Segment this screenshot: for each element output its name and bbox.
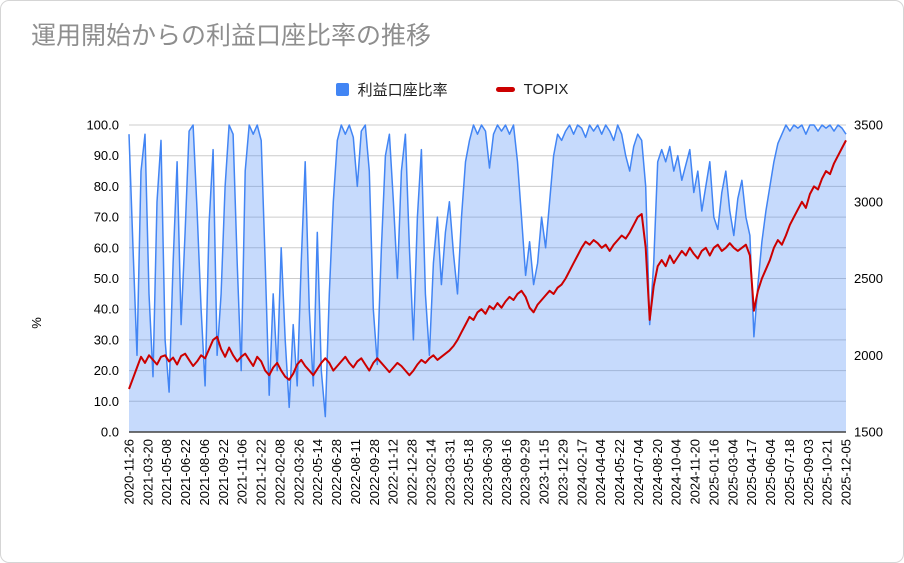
x-axis-tick-label: 2022-06-28 [329,439,344,506]
x-axis-tick-label: 2021-06-22 [178,439,193,506]
legend-label-topix: TOPIX [523,81,569,98]
x-axis-tick-label: 2024-05-22 [612,439,627,506]
left-axis-tick-label: 60.0 [94,240,119,255]
x-axis-tick-label: 2022-11-12 [386,439,401,505]
x-axis-tick-label: 2023-05-18 [461,439,476,506]
x-axis-tick-label: 2021-11-06 [235,439,250,505]
x-axis-tick-label: 2024-10-04 [669,439,684,506]
left-axis-tick-label: 70.0 [94,210,119,225]
right-axis-tick-label: 2000 [854,348,883,363]
x-axis-tick-label: 2022-12-28 [405,439,420,506]
x-axis-tick-label: 2021-09-22 [216,439,231,506]
x-axis-tick-label: 2022-09-28 [367,439,382,506]
x-axis-tick-label: 2023-09-29 [518,439,533,506]
right-axis-tick-label: 3500 [854,118,883,133]
left-axis-tick-label: 40.0 [94,302,119,317]
x-axis-tick-label: 2023-03-31 [442,439,457,506]
x-axis-tick-label: 2024-11-20 [688,439,703,505]
x-axis-tick-label: 2024-08-20 [650,439,665,506]
right-axis-tick-label: 2500 [854,271,883,286]
x-axis-tick-label: 2024-07-04 [631,439,646,506]
x-axis-tick-label: 2021-12-22 [254,439,269,506]
x-axis-tick-label: 2022-08-11 [348,439,363,505]
left-axis-tick-label: 100.0 [86,118,119,133]
left-axis-tick-label: 0.0 [101,425,119,440]
left-axis-tick-label: 50.0 [94,271,119,286]
left-axis-tick-label: 10.0 [94,394,119,409]
x-axis-tick-label: 2024-04-04 [593,439,608,506]
right-axis-tick-label: 1500 [854,425,883,440]
x-axis-tick-label: 2022-03-26 [291,439,306,506]
legend-item-profit-ratio: 利益口座比率 [335,79,448,100]
x-axis-tick-label: 2023-02-14 [423,439,438,506]
topix-line [128,139,847,390]
x-axis-tick-label: 2023-11-15 [537,439,552,505]
x-axis-tick-label: 2022-02-08 [272,439,287,506]
x-axis-tick-label: 2023-08-16 [499,439,514,506]
legend: 利益口座比率 TOPIX [1,79,903,100]
left-axis-tick-label: 20.0 [94,363,119,378]
x-axis-tick-label: 2022-05-14 [310,439,325,506]
left-axis-tick-label: 30.0 [94,332,119,347]
x-axis-tick-label: 2021-05-08 [159,439,174,506]
x-axis-tick-label: 2025-04-17 [744,439,759,506]
x-axis-tick-label: 2025-03-04 [725,439,740,506]
profit-ratio-area [129,125,846,432]
right-axis-tick-label: 3000 [854,194,883,209]
x-axis-tick-label: 2025-01-16 [706,439,721,506]
x-axis-tick-label: 2025-10-21 [820,439,835,506]
x-axis-tick-label: 2021-03-20 [140,439,155,506]
x-axis-tick-label: 2025-06-04 [763,439,778,506]
left-axis-tick-label: 80.0 [94,179,119,194]
x-axis-tick-label: 2023-06-30 [480,439,495,506]
legend-label-profit-ratio: 利益口座比率 [357,82,448,99]
topix-swatch-icon [495,87,515,92]
x-axis-tick-label: 2024-02-17 [574,439,589,506]
x-axis-tick-label: 2023-12-29 [555,439,570,506]
x-axis-tick-label: 2025-12-05 [839,439,854,506]
chart-title: 運用開始からの利益口座比率の推移 [31,22,432,50]
left-axis-tick-label: 90.0 [94,148,119,163]
profit-ratio-swatch-icon [335,83,349,96]
x-axis-tick-label: 2025-07-18 [782,439,797,506]
x-axis-tick-label: 2021-08-06 [197,439,212,506]
x-axis-tick-label: 2025-09-03 [801,439,816,506]
x-axis-tick-label: 2020-11-26 [122,439,137,505]
left-axis-title: % [29,317,44,329]
legend-item-topix: TOPIX [495,81,569,98]
profit-ratio-line [128,124,847,418]
